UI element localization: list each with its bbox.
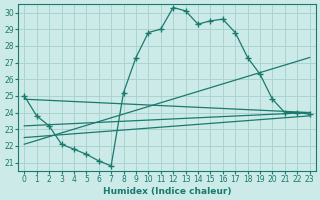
X-axis label: Humidex (Indice chaleur): Humidex (Indice chaleur)	[103, 187, 231, 196]
